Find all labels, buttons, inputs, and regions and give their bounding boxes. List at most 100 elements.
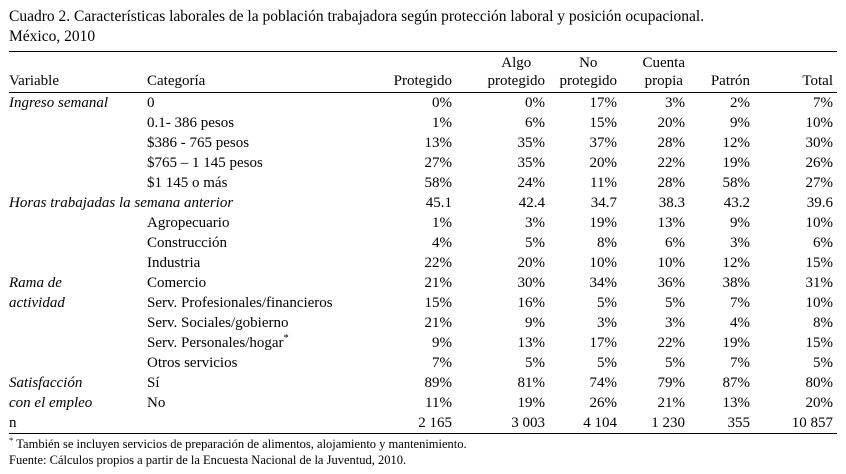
value-cell: 26%	[805, 155, 834, 171]
value-cell: 2 165	[379, 413, 456, 434]
value-cell: 10%	[805, 215, 834, 231]
value-cell: 5%	[813, 355, 833, 371]
value-cell: 31%	[805, 275, 834, 291]
category-cell: Construcción	[147, 235, 227, 251]
value-cell: 1 230	[621, 413, 689, 434]
value-cell: 3%	[665, 315, 685, 331]
value-cell: 17%	[589, 95, 618, 111]
table-row: $765 – 1 145 pesos 27% 35% 20% 22% 19% 26%	[9, 153, 837, 173]
table-row: Industria 22% 20% 10% 10% 12% 15%	[9, 253, 837, 273]
value-cell: 36%	[657, 275, 686, 291]
value-cell: 19%	[589, 215, 618, 231]
table-row: Serv. Personales/hogar* 9% 13% 17% 22% 19% 15%	[9, 333, 837, 353]
category-cell: Serv. Personales/hogar*	[147, 333, 289, 351]
category-cell: Agropecuario	[147, 215, 230, 231]
table-header-row: Variable Categoría Protegido Algo protegid…	[9, 51, 837, 93]
value-cell: 13%	[657, 215, 686, 231]
table-row: con el empleo No 11% 19% 26% 21% 13% 20%	[9, 393, 837, 413]
value-cell: 58%	[722, 175, 751, 191]
value-cell: 5%	[665, 295, 685, 311]
value-cell: 43.2	[723, 195, 750, 211]
value-cell: 6%	[525, 115, 545, 131]
table-row: n 2 165 3 003 4 104 1 230 355 10 857	[9, 413, 837, 434]
value-cell: 39.6	[806, 195, 833, 211]
value-column-header: Total	[754, 51, 837, 93]
value-cell: 10%	[805, 295, 834, 311]
footnotes: * También se incluyen servicios de prepa…	[9, 435, 837, 468]
value-cell: 15%	[805, 335, 834, 351]
table-title-line-1: Cuadro 2. Características laborales de l…	[9, 8, 705, 25]
table-row: $1 145 o más 58% 24% 11% 28% 58% 27%	[9, 173, 837, 193]
table-row: Rama de Comercio 21% 30% 34% 36% 38% 31%	[9, 273, 837, 293]
variable-cell	[9, 173, 147, 193]
value-cell: 5%	[525, 355, 545, 371]
value-cell: 79%	[657, 375, 686, 391]
table-title-line-2: México, 2010	[9, 28, 96, 45]
variable-column-header: Variable	[9, 51, 147, 93]
category-cell: Serv. Sociales/gobierno	[147, 315, 289, 331]
value-cell: 42.4	[518, 195, 545, 211]
value-cell: 10%	[805, 115, 834, 131]
value-cell: 7%	[432, 355, 452, 371]
category-cell: $1 145 o más	[147, 175, 228, 191]
category-cell: $765 – 1 145 pesos	[147, 155, 263, 171]
value-cell: 12%	[722, 255, 751, 271]
value-cell: 13%	[517, 335, 546, 351]
value-cell: 1%	[432, 115, 452, 131]
value-cell: 28%	[657, 135, 686, 151]
value-cell: 8%	[813, 315, 833, 331]
value-cell: 81%	[517, 375, 546, 391]
variable-cell	[9, 133, 147, 153]
value-column-header: Algo protegido	[456, 51, 549, 93]
table-row: Horas trabajadas la semana anterior 45.1 4…	[9, 193, 837, 213]
table-title: Cuadro 2. Características laborales de l…	[9, 7, 837, 47]
value-cell: 21%	[657, 395, 686, 411]
value-cell: 1%	[432, 215, 452, 231]
value-cell: 11%	[425, 395, 452, 411]
value-cell: 35%	[517, 135, 546, 151]
table-row: Construcción 4% 5% 8% 6% 3% 6%	[9, 233, 837, 253]
value-cell: 22%	[424, 255, 453, 271]
value-cell: 7%	[813, 95, 833, 111]
table-row: Agropecuario 1% 3% 19% 13% 9% 10%	[9, 213, 837, 233]
value-cell: 4 104	[549, 413, 621, 434]
value-cell: 355	[689, 413, 754, 434]
category-cell: No	[147, 395, 166, 411]
variable-cell: Rama de	[9, 275, 62, 291]
value-cell: 24%	[517, 175, 546, 191]
value-cell: 19%	[722, 335, 751, 351]
value-cell: 2%	[730, 95, 750, 111]
value-cell: 35%	[517, 155, 546, 171]
value-cell: 4%	[432, 235, 452, 251]
value-cell: 7%	[730, 295, 750, 311]
category-cell: Sí	[147, 375, 160, 391]
value-cell: 38.3	[658, 195, 685, 211]
variable-cell	[9, 113, 147, 133]
value-cell: 26%	[589, 395, 618, 411]
value-cell: 11%	[590, 175, 617, 191]
value-cell: 7%	[730, 355, 750, 371]
data-table: Variable Categoría Protegido Algo protegid…	[9, 51, 837, 434]
value-cell: 89%	[424, 375, 453, 391]
value-cell: 6%	[813, 235, 833, 251]
value-cell: 58%	[424, 175, 453, 191]
value-cell: 19%	[722, 155, 751, 171]
table-row: Ingreso semanal 0 0% 0% 17% 3% 2% 7%	[9, 93, 837, 114]
value-cell: 8%	[597, 235, 617, 251]
value-cell: 87%	[722, 375, 751, 391]
category-cell: 0.1- 386 pesos	[147, 115, 235, 131]
value-cell: 37%	[589, 135, 618, 151]
value-cell: 15%	[424, 295, 453, 311]
value-cell: 3%	[525, 215, 545, 231]
variable-cell: Satisfacción	[9, 375, 83, 391]
table-row: Serv. Sociales/gobierno 21% 9% 3% 3% 4% 8%	[9, 313, 837, 333]
value-cell: 0%	[432, 95, 452, 111]
value-column-header: No protegido	[549, 51, 621, 93]
table-row: Otros servicios 7% 5% 5% 5% 7% 5%	[9, 353, 837, 373]
value-column-header: Cuenta propia	[621, 51, 689, 93]
footnote-note-text: También se incluyen servicios de prepara…	[16, 437, 467, 451]
value-cell: 20%	[805, 395, 834, 411]
value-cell: 10%	[657, 255, 686, 271]
value-cell: 5%	[597, 355, 617, 371]
